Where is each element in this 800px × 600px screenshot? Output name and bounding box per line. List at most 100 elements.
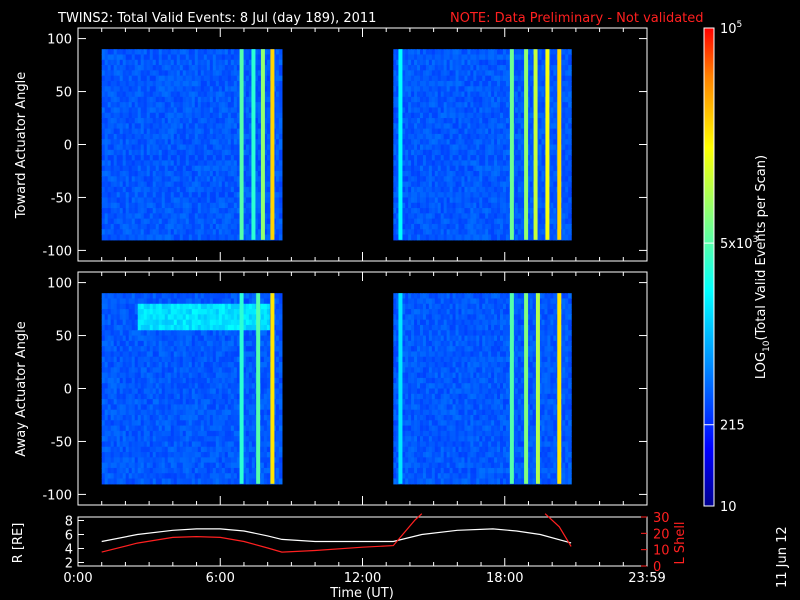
heatmap-cell bbox=[104, 404, 109, 411]
heatmap-cell bbox=[408, 160, 412, 167]
heatmap-cell bbox=[497, 75, 501, 82]
heatmap-cell bbox=[119, 181, 124, 188]
heatmap-cell bbox=[541, 49, 546, 56]
heatmap-cell bbox=[212, 96, 217, 103]
heatmap-cell bbox=[417, 202, 421, 209]
heatmap-cell bbox=[233, 155, 238, 161]
heatmap-cell bbox=[476, 75, 480, 82]
heatmap-cell bbox=[110, 420, 115, 427]
heatmap-cell bbox=[131, 462, 136, 469]
heatmap-cell bbox=[122, 133, 127, 140]
heatmap-cell bbox=[215, 149, 220, 156]
heatmap-cell bbox=[236, 86, 241, 93]
heatmap-cell bbox=[473, 102, 477, 109]
heatmap-cell bbox=[419, 70, 424, 77]
heatmap-cell bbox=[131, 170, 136, 177]
heatmap-cell bbox=[396, 107, 400, 114]
heatmap-cell bbox=[209, 229, 214, 236]
heatmap-cell bbox=[107, 54, 112, 61]
heatmap-cell bbox=[197, 176, 202, 183]
heatmap-cell bbox=[227, 139, 232, 146]
heatmap-cell bbox=[396, 181, 400, 188]
heatmap-cell bbox=[568, 86, 572, 93]
heatmap-cell bbox=[125, 367, 130, 374]
heatmap-cell bbox=[497, 123, 501, 130]
heatmap-cell bbox=[173, 165, 178, 172]
heatmap-cell bbox=[541, 160, 546, 167]
heatmap-cell bbox=[502, 107, 507, 114]
heatmap-cell bbox=[565, 91, 569, 98]
heatmap-cell bbox=[431, 80, 436, 87]
heatmap-cell bbox=[396, 223, 400, 230]
heatmap-cell bbox=[101, 340, 106, 347]
heatmap-cell bbox=[146, 303, 151, 310]
heatmap-cell bbox=[248, 107, 253, 114]
heatmap-cell bbox=[414, 202, 418, 209]
heatmap-cell bbox=[140, 335, 145, 342]
heatmap-cell bbox=[248, 123, 253, 130]
heatmap-cell bbox=[179, 112, 184, 119]
heatmap-cell bbox=[266, 112, 271, 119]
heatmap-cell bbox=[568, 234, 572, 241]
heatmap-cell bbox=[158, 197, 163, 204]
heatmap-cell bbox=[104, 298, 109, 305]
heatmap-cell bbox=[107, 102, 112, 109]
heatmap-cell bbox=[200, 208, 205, 214]
heatmap-cell bbox=[497, 149, 501, 156]
heatmap-cell bbox=[272, 133, 277, 140]
heatmap-cell bbox=[233, 218, 238, 225]
heatmap-cell bbox=[137, 473, 142, 480]
heatmap-cell bbox=[110, 75, 115, 82]
heatmap-cell bbox=[104, 441, 109, 448]
heatmap-cell bbox=[203, 128, 208, 135]
heatmap-cell bbox=[212, 80, 217, 87]
heatmap-cell bbox=[128, 377, 133, 384]
heatmap-cell bbox=[520, 123, 525, 130]
heatmap-cell bbox=[131, 118, 136, 124]
heatmap-cell bbox=[272, 128, 277, 135]
heatmap-cell bbox=[470, 65, 474, 71]
toward-heatmap-cells bbox=[101, 49, 572, 241]
heatmap-cell bbox=[565, 102, 569, 109]
heatmap-cell bbox=[461, 176, 466, 183]
heatmap-cell bbox=[125, 372, 130, 379]
heatmap-cell bbox=[152, 218, 157, 225]
heatmap-cell bbox=[494, 149, 498, 156]
heatmap-cell bbox=[167, 86, 172, 93]
heatmap-cell bbox=[107, 70, 112, 77]
heatmap-cell bbox=[230, 234, 235, 241]
heatmap-cell bbox=[248, 144, 253, 151]
heatmap-cell bbox=[194, 176, 199, 183]
heatmap-cell bbox=[140, 383, 145, 390]
heatmap-cell bbox=[143, 139, 148, 146]
heatmap-cell bbox=[236, 49, 241, 56]
heatmap-cell bbox=[182, 123, 187, 130]
heatmap-cell bbox=[176, 229, 181, 236]
heatmap-cell bbox=[452, 133, 457, 140]
heatmap-cell bbox=[452, 86, 457, 93]
heatmap-cell bbox=[188, 192, 193, 199]
heatmap-cell bbox=[479, 49, 483, 56]
heatmap-cell bbox=[494, 86, 498, 93]
heatmap-cell bbox=[502, 170, 507, 177]
heatmap-cell bbox=[550, 54, 554, 61]
heatmap-cell bbox=[140, 441, 145, 448]
heatmap-cell bbox=[263, 181, 268, 188]
heatmap-cell bbox=[170, 223, 175, 230]
heatmap-cell bbox=[414, 107, 418, 114]
heatmap-cell bbox=[550, 229, 554, 236]
heatmap-cell bbox=[275, 123, 280, 130]
heatmap-cell bbox=[140, 49, 145, 56]
heatmap-cell bbox=[122, 303, 127, 310]
heatmap-cell bbox=[461, 149, 466, 156]
heatmap-cell bbox=[491, 208, 495, 214]
heatmap-cell bbox=[473, 107, 477, 114]
heatmap-cell bbox=[408, 170, 412, 177]
heatmap-cell bbox=[266, 218, 271, 225]
heatmap-cell bbox=[500, 144, 504, 151]
heatmap-cell bbox=[200, 86, 205, 93]
heatmap-cell bbox=[550, 192, 554, 199]
heatmap-cell bbox=[275, 197, 280, 204]
heatmap-cell bbox=[119, 128, 124, 135]
heatmap-cell bbox=[152, 229, 157, 236]
